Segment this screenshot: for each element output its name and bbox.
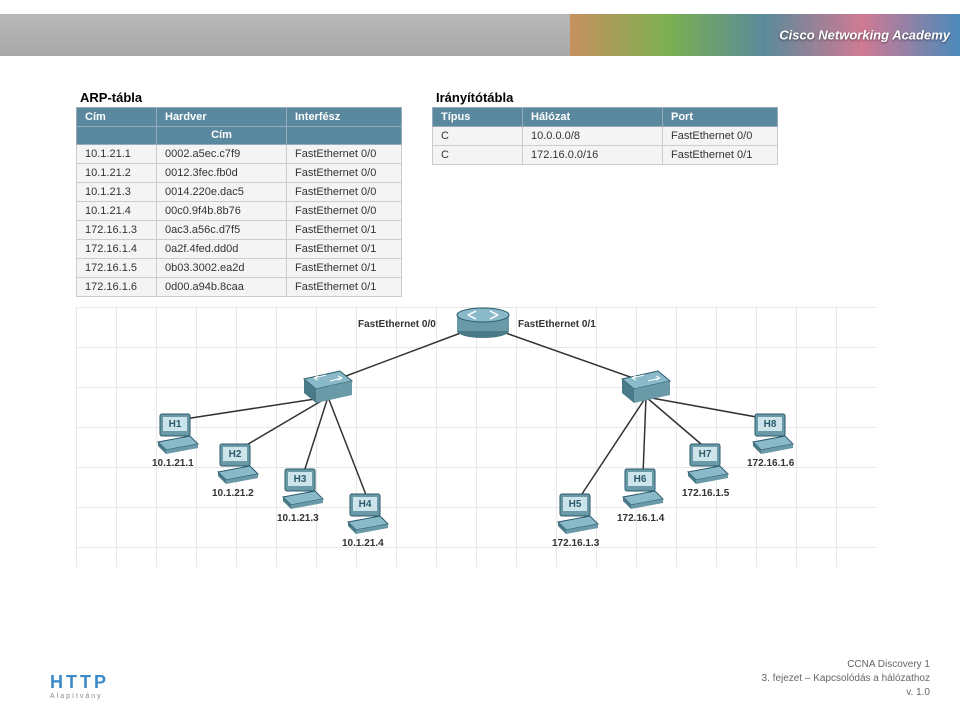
table-cell: 0a2f.4fed.dd0d bbox=[157, 240, 287, 259]
ip-H2: 10.1.21.2 bbox=[212, 488, 254, 499]
logo-block: HTTP Alapítvány bbox=[50, 672, 109, 700]
arp-title: ARP-tábla bbox=[76, 90, 402, 105]
table-cell: 10.1.21.1 bbox=[77, 145, 157, 164]
pc-H1: H1 bbox=[156, 412, 200, 456]
footer-text: CCNA Discovery 1 3. fejezet – Kapcsolódá… bbox=[762, 658, 930, 700]
table-cell: C bbox=[433, 146, 523, 165]
table-cell: FastEthernet 0/0 bbox=[287, 164, 402, 183]
table-cell: FastEthernet 0/1 bbox=[287, 240, 402, 259]
banner-gray bbox=[0, 14, 570, 56]
table-cell: 0ac3.a56c.d7f5 bbox=[157, 221, 287, 240]
table-cell: FastEthernet 0/1 bbox=[663, 146, 778, 165]
table-row: 172.16.1.60d00.a94b.8caaFastEthernet 0/1 bbox=[77, 278, 402, 297]
footer: HTTP Alapítvány CCNA Discovery 1 3. feje… bbox=[50, 658, 930, 700]
svg-text:H8: H8 bbox=[764, 419, 777, 430]
arp-table: Cím Hardver Interfész Cím 10.1.21.10002.… bbox=[76, 107, 402, 297]
ip-H1: 10.1.21.1 bbox=[152, 458, 194, 469]
arp-col-1: Hardver bbox=[157, 108, 287, 127]
network-diagram: FastEthernet 0/0 FastEthernet 0/1 H1 10.1.2… bbox=[76, 307, 940, 587]
arp-sub-0 bbox=[77, 127, 157, 145]
arp-table-block: ARP-tábla Cím Hardver Interfész Cím 10.1… bbox=[76, 90, 402, 297]
route-title: Irányítótábla bbox=[432, 90, 778, 105]
footer-line1: CCNA Discovery 1 bbox=[762, 658, 930, 672]
top-banner: Cisco Networking Academy bbox=[0, 14, 960, 56]
table-cell: C bbox=[433, 127, 523, 146]
table-cell: 00c0.9f4b.8b76 bbox=[157, 202, 287, 221]
router-if-left: FastEthernet 0/0 bbox=[358, 319, 436, 330]
ip-H6: 172.16.1.4 bbox=[617, 513, 664, 524]
footer-line2: 3. fejezet – Kapcsolódás a hálózathoz bbox=[762, 672, 930, 686]
table-row: C10.0.0.0/8FastEthernet 0/0 bbox=[433, 127, 778, 146]
ip-H3: 10.1.21.3 bbox=[277, 513, 319, 524]
table-row: 10.1.21.30014.220e.dac5FastEthernet 0/0 bbox=[77, 183, 402, 202]
table-cell: 172.16.0.0/16 bbox=[523, 146, 663, 165]
route-col-1: Hálózat bbox=[523, 108, 663, 127]
svg-text:H1: H1 bbox=[169, 419, 182, 430]
arp-col-0: Cím bbox=[77, 108, 157, 127]
http-logo: HTTP bbox=[50, 672, 109, 693]
table-cell: 172.16.1.6 bbox=[77, 278, 157, 297]
table-cell: 0002.a5ec.c7f9 bbox=[157, 145, 287, 164]
table-row: 172.16.1.40a2f.4fed.dd0dFastEthernet 0/1 bbox=[77, 240, 402, 259]
table-row: 172.16.1.50b03.3002.ea2dFastEthernet 0/1 bbox=[77, 259, 402, 278]
route-table-block: Irányítótábla Típus Hálózat Port C10.0.0… bbox=[432, 90, 778, 297]
route-table: Típus Hálózat Port C10.0.0.0/8FastEthern… bbox=[432, 107, 778, 165]
router-icon bbox=[456, 307, 510, 339]
table-row: C172.16.0.0/16FastEthernet 0/1 bbox=[433, 146, 778, 165]
svg-text:H7: H7 bbox=[699, 449, 712, 460]
table-row: 10.1.21.10002.a5ec.c7f9FastEthernet 0/0 bbox=[77, 145, 402, 164]
table-cell: FastEthernet 0/0 bbox=[287, 183, 402, 202]
table-row: 10.1.21.400c0.9f4b.8b76FastEthernet 0/0 bbox=[77, 202, 402, 221]
pc-H2: H2 bbox=[216, 442, 260, 486]
table-cell: 10.0.0.0/8 bbox=[523, 127, 663, 146]
svg-text:H2: H2 bbox=[229, 449, 242, 460]
table-cell: FastEthernet 0/1 bbox=[287, 221, 402, 240]
table-cell: 10.1.21.4 bbox=[77, 202, 157, 221]
svg-text:H5: H5 bbox=[569, 499, 582, 510]
arp-sub-1: Cím bbox=[157, 127, 287, 145]
svg-text:H4: H4 bbox=[359, 499, 372, 510]
table-cell: FastEthernet 0/0 bbox=[287, 202, 402, 221]
router-if-right: FastEthernet 0/1 bbox=[518, 319, 596, 330]
table-row: 10.1.21.20012.3fec.fb0dFastEthernet 0/0 bbox=[77, 164, 402, 183]
footer-line3: v. 1.0 bbox=[762, 686, 930, 700]
pc-H5: H5 bbox=[556, 492, 600, 536]
pc-H6: H6 bbox=[621, 467, 665, 511]
arp-col-2: Interfész bbox=[287, 108, 402, 127]
table-cell: 172.16.1.3 bbox=[77, 221, 157, 240]
svg-text:H3: H3 bbox=[294, 474, 307, 485]
switch-icon-1 bbox=[616, 367, 676, 403]
ip-H8: 172.16.1.6 bbox=[747, 458, 794, 469]
pc-H7: H7 bbox=[686, 442, 730, 486]
ip-H5: 172.16.1.3 bbox=[552, 538, 599, 549]
content-area: ARP-tábla Cím Hardver Interfész Cím 10.1… bbox=[76, 90, 940, 587]
ip-H4: 10.1.21.4 bbox=[342, 538, 384, 549]
table-cell: 172.16.1.4 bbox=[77, 240, 157, 259]
tables-row: ARP-tábla Cím Hardver Interfész Cím 10.1… bbox=[76, 90, 940, 297]
table-cell: 10.1.21.3 bbox=[77, 183, 157, 202]
table-cell: 0014.220e.dac5 bbox=[157, 183, 287, 202]
table-cell: FastEthernet 0/1 bbox=[287, 259, 402, 278]
brand-text: Cisco Networking Academy bbox=[779, 28, 950, 43]
http-logo-sub: Alapítvány bbox=[50, 693, 109, 700]
arp-sub-2 bbox=[287, 127, 402, 145]
pc-H3: H3 bbox=[281, 467, 325, 511]
table-cell: FastEthernet 0/0 bbox=[663, 127, 778, 146]
svg-text:H6: H6 bbox=[634, 474, 647, 485]
route-col-2: Port bbox=[663, 108, 778, 127]
table-cell: FastEthernet 0/1 bbox=[287, 278, 402, 297]
table-row: 172.16.1.30ac3.a56c.d7f5FastEthernet 0/1 bbox=[77, 221, 402, 240]
switch-icon-0 bbox=[298, 367, 358, 403]
table-cell: 0012.3fec.fb0d bbox=[157, 164, 287, 183]
table-cell: 0b03.3002.ea2d bbox=[157, 259, 287, 278]
table-cell: 172.16.1.5 bbox=[77, 259, 157, 278]
pc-H8: H8 bbox=[751, 412, 795, 456]
table-cell: 10.1.21.2 bbox=[77, 164, 157, 183]
table-cell: FastEthernet 0/0 bbox=[287, 145, 402, 164]
route-col-0: Típus bbox=[433, 108, 523, 127]
pc-H4: H4 bbox=[346, 492, 390, 536]
banner-image: Cisco Networking Academy bbox=[570, 14, 960, 56]
ip-H7: 172.16.1.5 bbox=[682, 488, 729, 499]
table-cell: 0d00.a94b.8caa bbox=[157, 278, 287, 297]
